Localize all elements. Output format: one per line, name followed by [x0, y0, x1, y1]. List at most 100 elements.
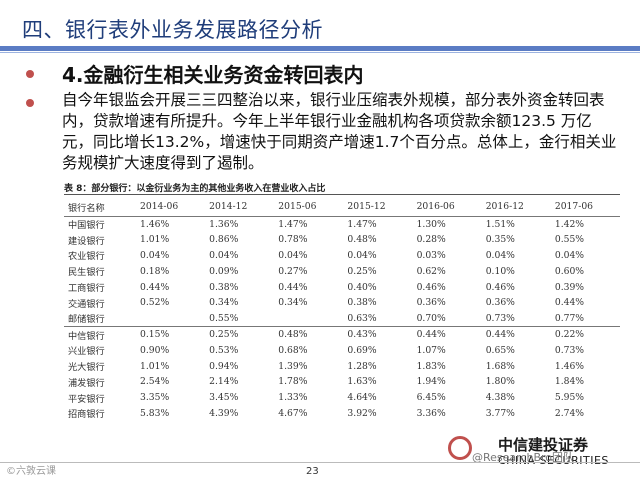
logo-mark-icon: [448, 436, 472, 460]
column-header: 银行名称: [64, 198, 136, 217]
section-heading: 4.金融衍生相关业务资金转回表内: [62, 63, 364, 87]
column-header: 2016-12: [481, 198, 551, 217]
value-cell: 0.25%: [205, 326, 275, 343]
value-cell: 0.70%: [416, 312, 446, 324]
value-cell: 4.67%: [278, 407, 308, 419]
value-cell: 0.46%: [416, 281, 446, 293]
value-cell: 1.46%: [140, 218, 170, 230]
value-cell: 3.77%: [485, 407, 515, 419]
value-cell: 0.44%: [554, 297, 585, 309]
section-paragraph: 自今年银监会开展三三四整治以来，银行业压缩表外规模，部分表外资金转回表内，贷款增…: [62, 91, 617, 172]
bullet-icon: [26, 70, 34, 78]
value-cell: 1.01%: [140, 234, 170, 246]
value-cell: 1.36%: [209, 218, 239, 230]
bank-name-cell: 平安银行: [68, 393, 105, 405]
column-header: 2014-12: [205, 198, 275, 217]
bank-name-cell: 工商银行: [68, 283, 105, 295]
table-row: 平安银行 3.35% 3.45% 1.33% 4.64% 6.45% 4.38% 5.95%: [64, 390, 620, 406]
value-cell: 0.90%: [140, 344, 170, 356]
value-cell: 6.45%: [416, 392, 446, 404]
value-cell: 1.84%: [554, 376, 585, 388]
value-cell: 4.39%: [209, 407, 239, 419]
bank-name-cell: 浦发银行: [68, 377, 105, 389]
value-cell: 2.74%: [554, 407, 585, 419]
value-cell: 0.04%: [485, 249, 515, 261]
table-row: 建设银行 1.01% 0.86% 0.78% 0.48% 0.28% 0.35% 0.55%: [64, 232, 620, 248]
value-cell: 3.35%: [140, 392, 170, 404]
bank-name-cell: 民生银行: [68, 267, 105, 279]
value-cell: 0.36%: [485, 297, 515, 309]
value-cell: 0.38%: [347, 297, 377, 309]
value-cell: 0.62%: [416, 265, 446, 277]
table-row: 工商银行 0.44% 0.38% 0.44% 0.40% 0.46% 0.46% 0.39%: [64, 279, 620, 295]
value-cell: 4.38%: [485, 392, 515, 404]
value-cell: 0.77%: [554, 312, 585, 324]
title-underline-thin: [0, 52, 640, 53]
value-cell: [136, 311, 205, 327]
value-cell: 0.39%: [554, 281, 585, 293]
value-cell: 0.03%: [416, 249, 446, 261]
bank-name-cell: 中信银行: [64, 326, 136, 343]
value-cell: 0.78%: [278, 234, 308, 246]
bank-name-cell: 交通银行: [68, 298, 105, 310]
bank-name-cell: 中国银行: [68, 220, 105, 232]
table-row: 浦发银行 2.54% 2.14% 1.78% 1.63% 1.94% 1.80% 1.84%: [64, 374, 620, 390]
value-cell: 0.44%: [278, 281, 308, 293]
value-cell: 5.95%: [554, 392, 585, 404]
value-cell: 0.60%: [554, 265, 585, 277]
value-cell: 1.47%: [278, 218, 308, 230]
value-cell: 3.92%: [347, 407, 377, 419]
column-header: 2017-06: [550, 198, 620, 217]
value-cell: 0.73%: [485, 312, 515, 324]
value-cell: 2.54%: [140, 376, 170, 388]
value-cell: 1.30%: [416, 218, 446, 230]
bank-name-cell: 农业银行: [68, 251, 105, 263]
value-cell: 0.86%: [209, 234, 239, 246]
bank-name-cell: 光大银行: [68, 362, 105, 374]
value-cell: 0.34%: [278, 297, 308, 309]
column-header: 2015-12: [343, 198, 413, 217]
company-logo: 中信建投证券 CHINA SECURITIES: [448, 434, 628, 474]
value-cell: 1.28%: [347, 360, 377, 372]
value-cell: 1.39%: [278, 360, 308, 372]
value-cell: 0.55%: [209, 312, 239, 324]
page-number: 23: [306, 466, 319, 477]
value-cell: 0.04%: [140, 249, 170, 261]
value-cell: 0.73%: [554, 344, 585, 356]
value-cell: 0.68%: [278, 344, 308, 356]
value-cell: 0.35%: [485, 234, 515, 246]
value-cell: 5.83%: [140, 407, 170, 419]
value-cell: 0.55%: [554, 234, 585, 246]
watermark-left: ©六敦云课: [6, 466, 56, 477]
value-cell: 1.83%: [416, 360, 446, 372]
column-header: 2014-06: [136, 198, 206, 217]
value-cell: 3.36%: [416, 407, 446, 419]
value-cell: 0.22%: [550, 326, 620, 343]
value-cell: 0.44%: [140, 281, 170, 293]
value-cell: 0.27%: [278, 265, 308, 277]
footer-rule: [0, 462, 640, 463]
table-row: 中信银行 0.15% 0.25% 0.48% 0.43% 0.44% 0.44% 0.22%: [64, 326, 620, 343]
value-cell: 1.63%: [347, 376, 377, 388]
value-cell: 0.65%: [485, 344, 515, 356]
value-cell: 0.38%: [209, 281, 239, 293]
value-cell: 0.63%: [347, 312, 377, 324]
table-row: 邮储银行 0.55% 0.63% 0.70% 0.73% 0.77%: [64, 311, 620, 327]
table-header-row: 银行名称 2014-06 2014-12 2015-06 2015-12 201…: [64, 198, 620, 217]
value-cell: 3.45%: [209, 392, 239, 404]
value-cell: 1.07%: [416, 344, 446, 356]
slide-title: 四、银行表外业务发展路径分析: [22, 18, 323, 42]
value-cell: 1.01%: [140, 360, 170, 372]
value-cell: 1.80%: [485, 376, 515, 388]
value-cell: 0.18%: [140, 265, 170, 277]
value-cell: 1.42%: [554, 218, 585, 230]
value-cell: 0.25%: [347, 265, 377, 277]
value-cell: 0.44%: [412, 326, 482, 343]
table-row: 农业银行 0.04% 0.04% 0.04% 0.04% 0.03% 0.04% 0.04%: [64, 248, 620, 264]
value-cell: 0.48%: [347, 234, 377, 246]
value-cell: 0.36%: [416, 297, 446, 309]
title-underline: [0, 46, 640, 51]
value-cell: 0.94%: [209, 360, 239, 372]
value-cell: 0.48%: [274, 326, 344, 343]
table-row: 民生银行 0.18% 0.09% 0.27% 0.25% 0.62% 0.10% 0.60%: [64, 263, 620, 279]
